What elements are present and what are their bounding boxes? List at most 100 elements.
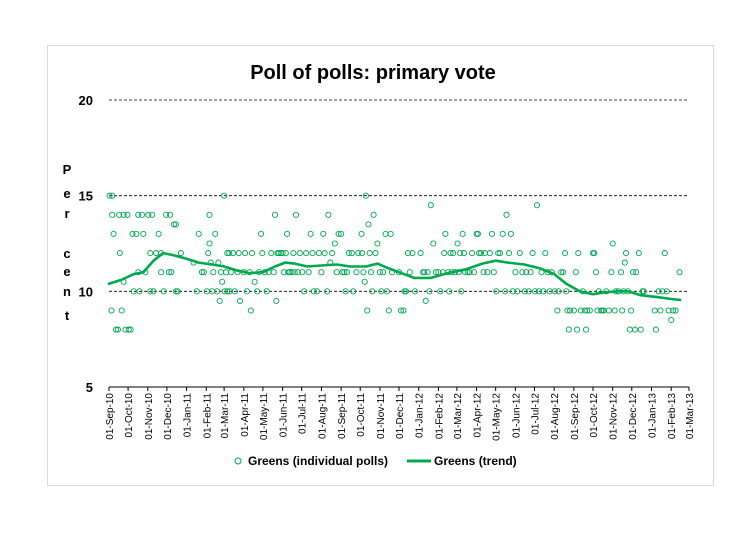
poll-point <box>668 316 675 324</box>
x-tick-label: 01-May-12 <box>492 393 503 441</box>
poll-point <box>362 192 369 199</box>
poll-point <box>214 288 221 295</box>
poll-point <box>629 269 637 276</box>
poll-point <box>591 250 598 257</box>
poll-point <box>476 250 483 257</box>
poll-point <box>224 250 231 257</box>
poll-point <box>672 307 679 314</box>
poll-point <box>243 288 251 295</box>
poll-point <box>385 307 392 314</box>
x-tick-label: 01-Dec-12 <box>628 393 639 440</box>
x-tick-label: 01-Dec-11 <box>395 393 406 439</box>
x-tick-label: 01-Mar-11 <box>220 393 231 439</box>
x-tick-label: 01-Feb-13 <box>667 393 678 440</box>
poll-point <box>358 230 365 237</box>
poll-point <box>350 288 357 295</box>
y-label-letter: t <box>65 308 70 323</box>
y-label-letter: c <box>63 246 70 261</box>
poll-point <box>417 250 424 257</box>
poll-point <box>116 250 123 257</box>
poll-point <box>424 269 431 276</box>
poll-point <box>621 259 628 266</box>
poll-point <box>633 269 640 276</box>
chart-frame <box>47 45 714 486</box>
poll-point <box>481 250 488 257</box>
x-tick-label: 01-Apr-11 <box>240 393 251 437</box>
poll-point <box>459 230 466 237</box>
poll-point <box>235 250 242 257</box>
y-tick-labels: 5 10 15 20 <box>79 93 93 395</box>
poll-point <box>567 307 574 314</box>
poll-point <box>582 326 590 333</box>
poll-point <box>361 278 368 285</box>
poll-point <box>503 211 510 218</box>
poll-point <box>221 192 228 199</box>
x-tick-label: 01-Oct-12 <box>589 393 600 438</box>
poll-point <box>563 288 570 295</box>
poll-point <box>460 250 467 257</box>
poll-point <box>651 307 658 314</box>
poll-point <box>125 326 132 333</box>
legend-label-trend: Greens (trend) <box>434 454 517 468</box>
poll-point <box>450 250 457 257</box>
poll-point <box>153 250 160 257</box>
poll-point <box>338 230 345 237</box>
poll-point <box>457 250 464 257</box>
poll-point <box>605 307 612 314</box>
poll-point <box>139 211 146 218</box>
poll-point <box>570 307 577 314</box>
poll-point <box>249 250 256 257</box>
poll-point <box>369 288 376 295</box>
x-tick-label: 01-Jun-11 <box>279 393 290 438</box>
poll-point <box>661 250 668 257</box>
poll-point <box>224 288 231 295</box>
poll-point <box>619 307 626 314</box>
poll-point <box>329 250 336 257</box>
x-tick-label: 01-Mar-12 <box>453 393 464 440</box>
poll-point <box>402 288 410 295</box>
poll-point <box>155 230 162 237</box>
poll-point <box>676 269 683 276</box>
poll-point <box>360 269 367 276</box>
poll-point <box>163 211 170 218</box>
poll-point <box>236 297 244 304</box>
poll-point <box>124 211 131 218</box>
poll-point <box>280 269 287 276</box>
poll-point <box>426 288 433 295</box>
poll-point <box>320 230 327 237</box>
poll-point <box>348 250 355 257</box>
x-tick-label: 01-Jul-11 <box>298 393 309 434</box>
poll-point <box>219 278 226 285</box>
poll-point <box>305 269 312 276</box>
poll-point <box>466 269 473 276</box>
poll-point <box>284 230 291 237</box>
poll-point <box>409 250 416 257</box>
y-tick-label: 15 <box>79 189 93 204</box>
scatter-points <box>106 192 683 333</box>
poll-point <box>242 250 249 257</box>
poll-point <box>497 250 504 257</box>
poll-point <box>364 307 371 314</box>
poll-point <box>359 250 366 257</box>
poll-point <box>112 326 120 333</box>
poll-point <box>365 221 372 228</box>
legend-marker-polls <box>234 457 242 465</box>
poll-point <box>657 307 664 314</box>
poll-point <box>560 269 567 276</box>
poll-point <box>160 288 167 295</box>
x-tick-label: 01-Oct-11 <box>356 393 367 437</box>
poll-point <box>275 250 282 257</box>
x-tick-label: 01-Feb-12 <box>434 393 445 440</box>
poll-point <box>321 250 328 257</box>
poll-point <box>130 288 137 295</box>
poll-point <box>400 307 407 314</box>
poll-point <box>158 269 165 276</box>
x-tick-label: 01-Mar-13 <box>685 393 696 440</box>
poll-point <box>617 269 625 276</box>
poll-point <box>174 288 181 295</box>
poll-point <box>486 250 493 257</box>
poll-point <box>136 288 143 295</box>
poll-point <box>294 269 301 276</box>
poll-point <box>333 269 340 276</box>
poll-point <box>427 202 434 209</box>
